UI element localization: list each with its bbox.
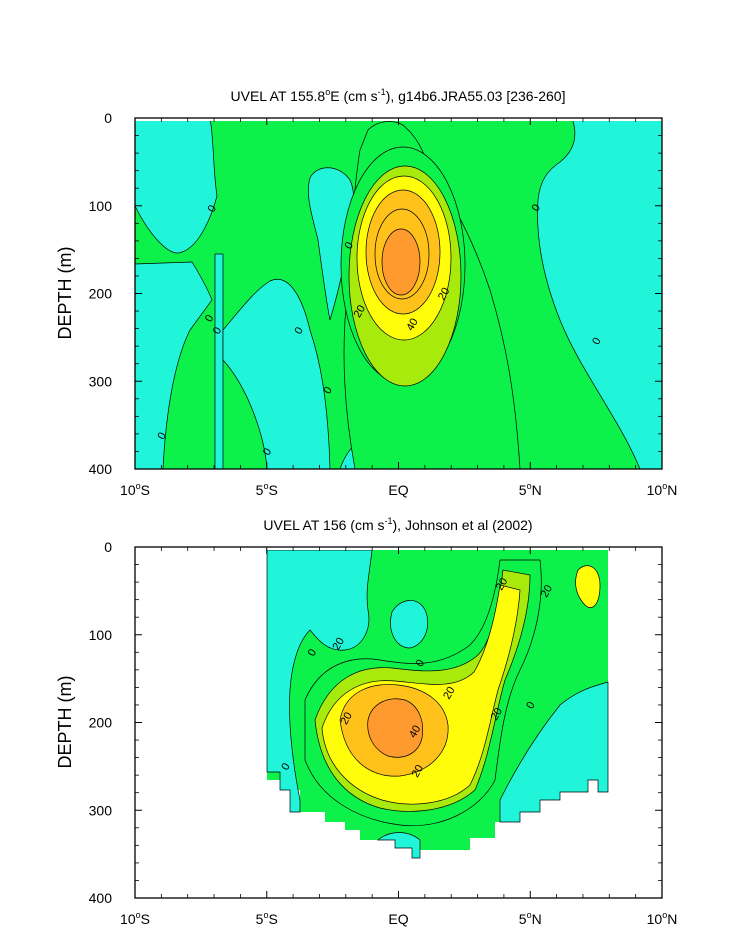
bottom-negative-region-deep (377, 832, 421, 859)
x-tick-label: EQ (388, 911, 408, 927)
x-tick-degree: o (662, 910, 667, 920)
x-tick-label: 10oS (120, 481, 150, 498)
x-tick-num: 10 (120, 911, 136, 927)
x-tick-hemisphere: N (667, 482, 677, 498)
y-tick-label: 400 (89, 890, 113, 906)
x-tick-label: 5oS (256, 910, 278, 927)
contour-label: 0 (524, 700, 537, 711)
contour-label: 20 (338, 710, 355, 727)
bottom-negative-region-east (499, 681, 609, 823)
contour-label: 0 (279, 761, 292, 772)
x-tick-num: EQ (388, 911, 408, 927)
bottom-50cm-core (367, 698, 424, 758)
y-tick-label: 0 (104, 110, 112, 126)
x-tick-num: 5 (519, 482, 527, 498)
top-negative-region-tongue (307, 167, 355, 321)
top-negative-region-mid-south (222, 279, 331, 469)
contour-label: 0 (155, 431, 168, 442)
x-tick-num: 5 (519, 911, 527, 927)
x-tick-degree: o (263, 910, 268, 920)
contour-label: 20 (489, 706, 506, 723)
top-negative-region-east (410, 118, 662, 469)
x-tick-degree: o (662, 481, 667, 491)
x-tick-num: 10 (647, 911, 663, 927)
contour-label: 0 (203, 313, 216, 324)
y-tick-label: 100 (89, 627, 113, 643)
contour-label: 40 (404, 316, 421, 333)
y-tick-label: 400 (89, 461, 113, 477)
bottom-contour-shapes (266, 549, 609, 859)
x-tick-hemisphere: S (141, 482, 150, 498)
bottom-negative-region-core (390, 600, 429, 649)
top-euc-core (381, 228, 421, 296)
contour-label: 20 (331, 636, 348, 653)
x-tick-label: 10oS (120, 910, 150, 927)
contour-label: 0 (293, 325, 306, 336)
x-tick-hemisphere: N (667, 911, 677, 927)
contour-label: 20 (436, 286, 453, 303)
bottom-negative-region-west (266, 549, 373, 813)
contour-label: 20 (352, 303, 369, 320)
x-tick-degree: o (527, 910, 532, 920)
contour-label: 0 (414, 658, 427, 669)
x-tick-label: 10oN (647, 481, 678, 498)
y-tick-label: 200 (89, 715, 113, 731)
top-contour-field (135, 118, 662, 469)
contour-label: 0 (211, 325, 224, 336)
x-tick-num: 10 (647, 482, 663, 498)
x-tick-hemisphere: S (141, 911, 150, 927)
contour-label: 0 (590, 336, 603, 347)
y-tick-label: 300 (89, 802, 113, 818)
x-tick-label: EQ (388, 482, 408, 498)
top-ylabel: DEPTH (m) (55, 247, 75, 340)
contour-label: 0 (321, 385, 334, 396)
contour-label: 20 (494, 576, 511, 593)
y-tick-label: 100 (89, 198, 113, 214)
y-tick-label: 300 (89, 373, 113, 389)
bottom-panel: UVEL AT 156 (cm s-1), Johnson et al (200… (55, 516, 677, 927)
x-tick-label: 5oN (519, 481, 542, 498)
x-tick-degree: o (136, 910, 141, 920)
x-tick-num: 10 (120, 482, 136, 498)
contour-label: 40 (407, 723, 424, 740)
x-tick-label: 5oS (256, 481, 278, 498)
x-tick-num: EQ (388, 482, 408, 498)
top-negative-strip (214, 253, 224, 469)
x-tick-hemisphere: S (268, 911, 277, 927)
top-title: UVEL AT 155.8oE (cm s-1), g14b6.JRA55.03… (231, 87, 566, 104)
x-tick-label: 5oN (519, 910, 542, 927)
bottom-surface-white-line (267, 547, 608, 550)
x-tick-hemisphere: N (532, 911, 542, 927)
x-tick-label: 10oN (647, 910, 678, 927)
contour-label: 20 (539, 583, 556, 600)
contour-label: 20 (441, 685, 458, 702)
bottom-30cm-patch-east (575, 565, 601, 608)
x-tick-num: 5 (256, 911, 264, 927)
x-tick-degree: o (263, 481, 268, 491)
x-tick-hemisphere: N (532, 482, 542, 498)
y-tick-label: 200 (89, 286, 113, 302)
y-tick-label: 0 (104, 539, 112, 555)
top-panel: UVEL AT 155.8oE (cm s-1), g14b6.JRA55.03… (55, 87, 677, 498)
contour-label: 0 (343, 240, 356, 251)
x-tick-degree: o (527, 481, 532, 491)
x-tick-hemisphere: S (268, 482, 277, 498)
contour-label: 20 (410, 763, 427, 780)
contour-label: 0 (206, 203, 219, 214)
bottom-contour-field (266, 547, 609, 859)
contour-label: 0 (261, 446, 274, 457)
x-tick-num: 5 (256, 482, 264, 498)
bottom-contour-labels: 20 0 0 20 20 40 20 20 0 20 20 0 (279, 576, 555, 780)
top-negative-region-west (135, 118, 218, 254)
x-tick-degree: o (136, 481, 141, 491)
bottom-ylabel: DEPTH (m) (55, 676, 75, 769)
contour-label: 0 (530, 202, 543, 213)
contour-label: 0 (306, 647, 319, 658)
top-negative-region-southwest (135, 261, 213, 469)
bottom-title: UVEL AT 156 (cm s-1), Johnson et al (200… (263, 516, 532, 533)
